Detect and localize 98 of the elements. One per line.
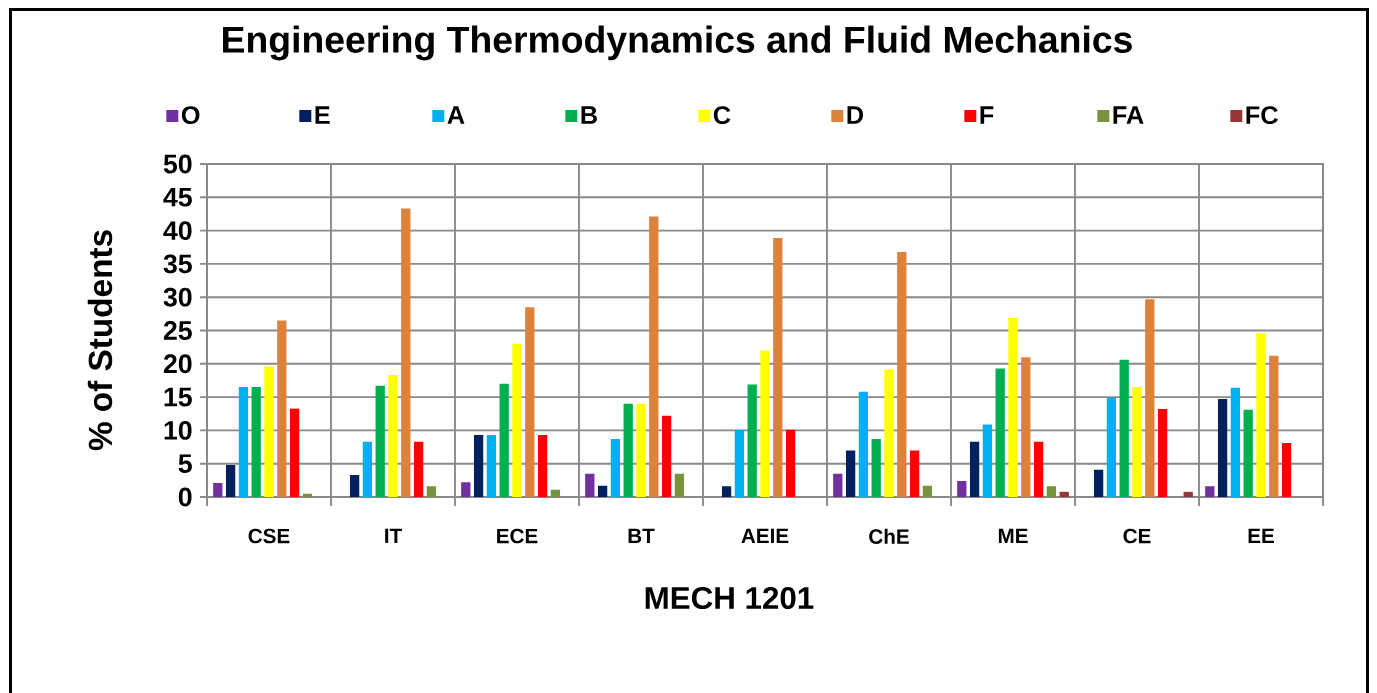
y-tick-label: 45 xyxy=(163,188,192,207)
bar xyxy=(349,475,360,497)
bar xyxy=(264,366,274,497)
x-tick-label: ME xyxy=(998,528,1028,543)
bar xyxy=(1281,443,1292,497)
x-axis-title: MECH 1201 xyxy=(645,586,814,610)
bar xyxy=(909,450,920,497)
bar xyxy=(388,375,398,497)
bar xyxy=(897,251,907,497)
bar xyxy=(1059,491,1069,497)
bar xyxy=(550,489,561,497)
legend-label: D xyxy=(847,106,864,124)
legend-label: F xyxy=(980,106,994,124)
bar xyxy=(773,237,783,497)
bar xyxy=(1021,357,1031,497)
x-tick-label: BT xyxy=(628,528,655,543)
bar xyxy=(833,473,843,497)
x-tick-label: EE xyxy=(1248,528,1274,543)
x-tick-label: CSE xyxy=(248,528,290,544)
bar xyxy=(413,441,424,497)
bar xyxy=(610,439,621,497)
y-tick-label: 0 xyxy=(178,487,192,507)
bar xyxy=(1269,355,1279,497)
bar xyxy=(1046,486,1057,497)
bar xyxy=(884,369,894,497)
bar xyxy=(1106,397,1117,497)
bar xyxy=(1157,409,1168,497)
y-tick-label: 20 xyxy=(163,354,192,374)
bar xyxy=(747,384,757,497)
bar xyxy=(1132,387,1142,497)
legend-label: A xyxy=(447,106,465,124)
bar xyxy=(537,435,548,497)
y-tick-label: 35 xyxy=(163,254,192,274)
y-tick-label: 40 xyxy=(163,221,192,241)
bar xyxy=(597,485,608,497)
bar xyxy=(512,343,522,497)
bar xyxy=(734,429,745,497)
x-tick-label: ECE xyxy=(497,528,538,544)
bar xyxy=(362,441,373,497)
y-tick-label: 30 xyxy=(163,287,192,307)
y-tick-label: 25 xyxy=(163,321,192,340)
bar xyxy=(858,391,869,497)
bar xyxy=(486,435,497,497)
bar xyxy=(1256,333,1266,497)
bar xyxy=(426,486,437,497)
y-axis-title: % of Students xyxy=(87,230,113,451)
bar xyxy=(473,435,484,497)
bar xyxy=(225,465,236,497)
x-tick-label: IT xyxy=(385,528,402,543)
bar xyxy=(1205,486,1215,497)
legend-label: E xyxy=(315,106,330,124)
x-tick-label: AEIE xyxy=(741,528,789,543)
legend-label: O xyxy=(181,106,200,125)
chart-title: Engineering Thermodynamics and Fluid Mechanics xyxy=(223,25,1132,61)
bar xyxy=(1145,299,1155,497)
bar xyxy=(1230,387,1241,497)
bar xyxy=(995,368,1005,497)
bar xyxy=(251,387,261,497)
legend-label: C xyxy=(713,106,731,125)
bar xyxy=(969,441,980,497)
y-tick-label: 15 xyxy=(164,387,192,407)
bar xyxy=(661,415,672,497)
bar xyxy=(636,403,646,497)
bar xyxy=(401,208,411,497)
bar xyxy=(213,483,223,497)
bar xyxy=(289,408,300,497)
bar xyxy=(1033,441,1044,497)
y-tick-label: 50 xyxy=(163,154,192,174)
bar xyxy=(922,485,933,497)
bar xyxy=(1008,317,1018,497)
bar xyxy=(982,424,993,497)
bar xyxy=(674,473,685,497)
bar xyxy=(957,481,967,497)
x-tick-label: ChE xyxy=(869,528,909,544)
x-tick-label: CE xyxy=(1123,528,1151,544)
bar xyxy=(461,482,471,497)
bar xyxy=(760,350,770,497)
y-tick-label: 10 xyxy=(164,420,192,440)
bar xyxy=(871,439,881,497)
bar xyxy=(785,429,796,497)
bar xyxy=(649,216,659,497)
legend-label: FA xyxy=(1113,106,1144,124)
y-tick-label: 5 xyxy=(178,454,192,473)
bar xyxy=(623,403,633,497)
bar xyxy=(845,450,856,497)
legend-label: FC xyxy=(1246,106,1278,125)
bar xyxy=(525,307,535,497)
bar xyxy=(1119,359,1129,497)
bar xyxy=(1183,491,1193,497)
bar xyxy=(585,473,595,497)
legend-label: B xyxy=(581,106,597,124)
bar xyxy=(238,387,249,497)
bar xyxy=(375,385,385,497)
bar xyxy=(1093,469,1104,497)
bar xyxy=(1243,409,1253,497)
bar xyxy=(721,486,732,497)
bar xyxy=(1217,399,1228,497)
bar xyxy=(499,383,509,497)
